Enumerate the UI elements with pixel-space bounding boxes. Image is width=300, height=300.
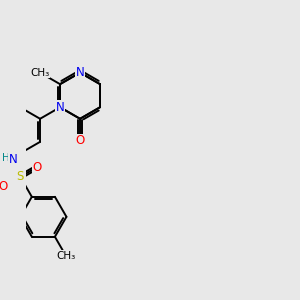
Text: O: O [33, 160, 42, 173]
Text: CH₃: CH₃ [30, 68, 50, 78]
Text: N: N [76, 66, 84, 79]
Text: H: H [2, 154, 10, 164]
Text: O: O [75, 134, 85, 147]
Text: CH₃: CH₃ [56, 251, 76, 261]
Text: S: S [16, 170, 24, 183]
Text: N: N [56, 101, 64, 114]
Text: O: O [0, 180, 8, 193]
Text: N: N [9, 153, 18, 166]
